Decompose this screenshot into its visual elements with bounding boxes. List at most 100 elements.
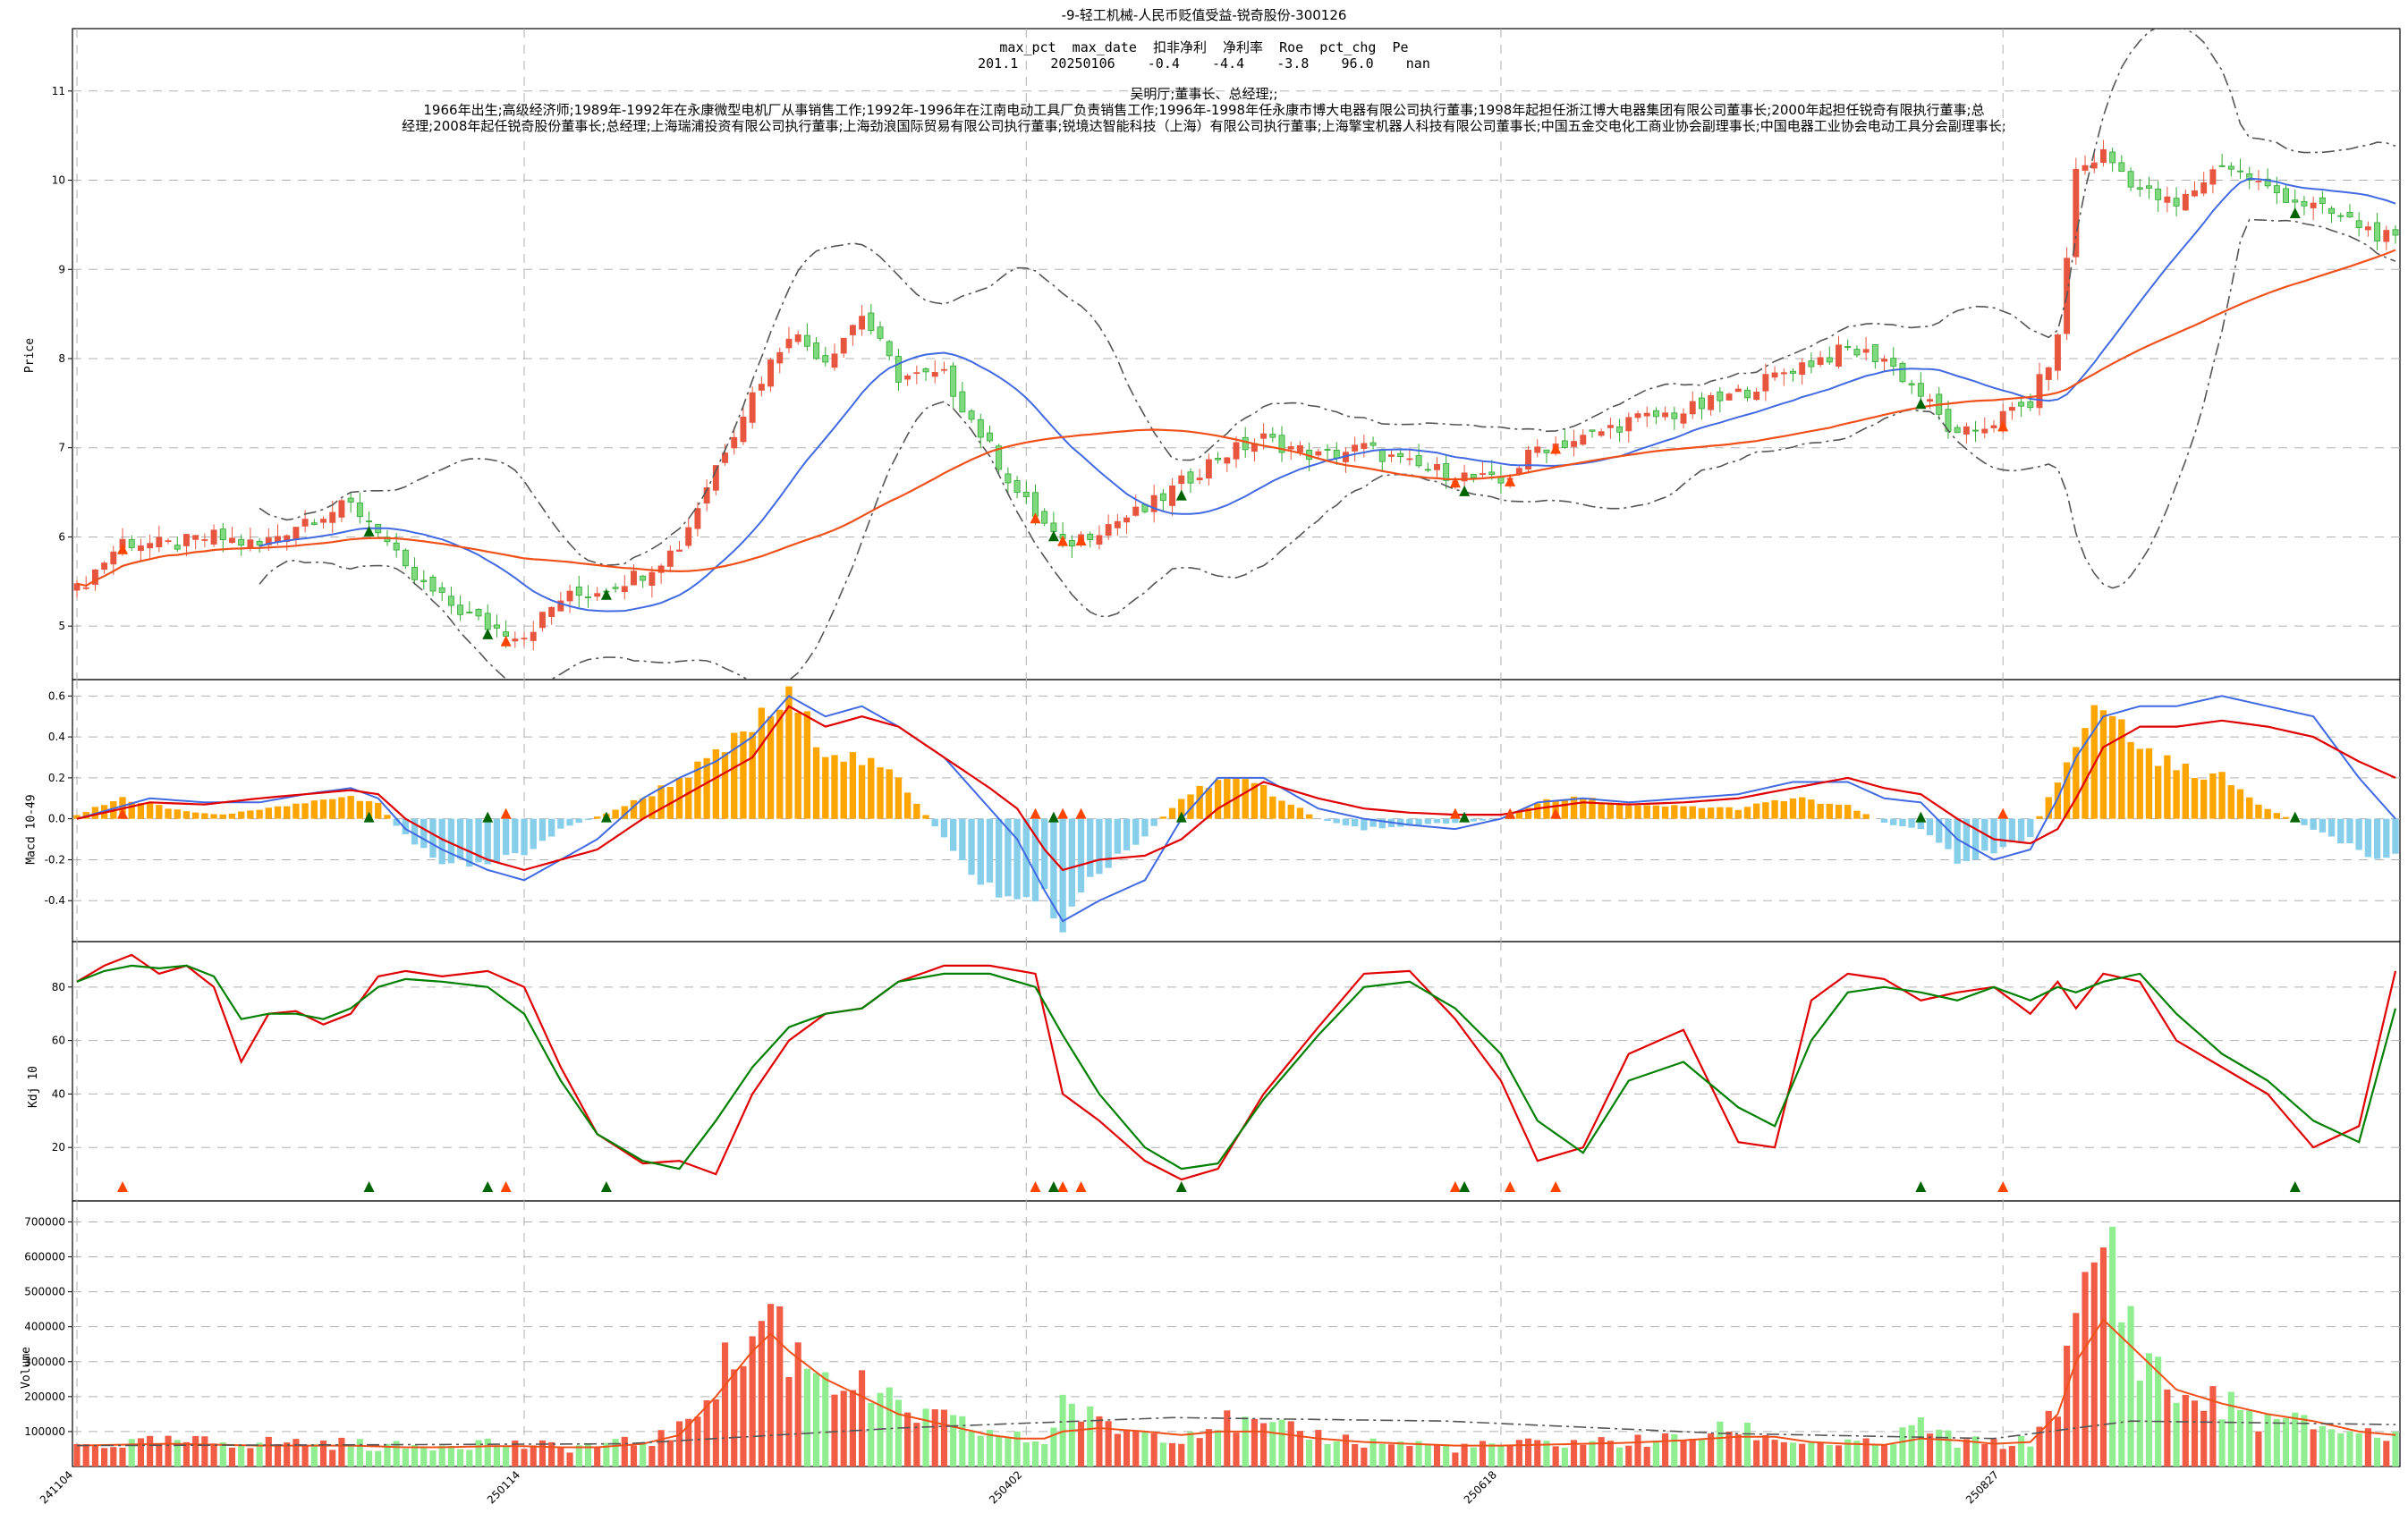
macd-hist-bar [1717, 807, 1724, 819]
macd-hist-bar [1752, 803, 1760, 819]
candle-body [2392, 229, 2399, 236]
volume-bar [438, 1445, 445, 1467]
macd-hist-bar [274, 806, 282, 819]
macd-hist-bar [721, 752, 729, 819]
volume-bar [101, 1448, 108, 1467]
volume-bar [1743, 1422, 1751, 1467]
y-tick-label: 80 [52, 981, 65, 993]
macd-buy-marker [1505, 807, 1516, 819]
candle-body [438, 587, 445, 593]
macd-hist-bar [182, 811, 191, 819]
chart-title: -9-轻工机械-人民币贬值受益-锐奇股份-300126 [1061, 7, 1347, 23]
macd-hist-bar [475, 818, 482, 863]
macd-hist-bar [1087, 818, 1094, 877]
macd-hist-bar [1534, 803, 1541, 819]
y-tick-label: 100000 [24, 1425, 65, 1438]
macd-hist-bar [402, 818, 410, 835]
volume-bar [1515, 1440, 1522, 1467]
macd-hist-bar [2155, 765, 2162, 819]
macd-hist-bar [1132, 818, 1140, 845]
volume-bar [156, 1444, 163, 1467]
macd-hist-bar [1862, 814, 1870, 819]
sell-marker [1175, 489, 1187, 501]
volume-bar [2173, 1402, 2180, 1467]
kdj-sell-marker [2289, 1181, 2301, 1192]
macd-hist-bar [2090, 705, 2098, 819]
macd-hist-bar [210, 814, 217, 819]
volume-bar [1352, 1443, 1359, 1467]
macd-hist-bar [338, 797, 345, 819]
candle-body [1799, 362, 1806, 376]
candle-body [2173, 198, 2180, 207]
buy-marker [1997, 420, 2009, 432]
y-tick-label: 10 [52, 174, 65, 187]
macd-hist-bar [1050, 818, 1057, 918]
macd-sell-marker [363, 811, 375, 823]
candle-body [931, 372, 938, 377]
volume-bar [2209, 1386, 2217, 1467]
candle-body [1853, 349, 1861, 356]
candle-body [813, 342, 820, 359]
candle-body [1480, 473, 1486, 475]
volume-bar [1196, 1438, 1203, 1467]
macd-hist-bar [740, 731, 747, 819]
macd-hist-bar [913, 803, 920, 819]
candle-body [1954, 427, 1961, 434]
macd-hist-bar [1725, 807, 1733, 819]
candle-body [1296, 444, 1303, 452]
volume-bar [2127, 1306, 2134, 1467]
volume-bar [1908, 1424, 1915, 1467]
candle-body [1598, 431, 1605, 436]
y-tick-label: 400000 [24, 1321, 65, 1333]
candle-body [1680, 413, 1687, 424]
macd-hist-bar [512, 818, 519, 854]
volume-bar [2054, 1416, 2061, 1467]
volume-bar [2383, 1441, 2390, 1467]
macd-hist-bar [438, 818, 445, 865]
volume-bar [2246, 1409, 2253, 1467]
macd-buy-marker [500, 807, 512, 819]
volume-bar [785, 1377, 793, 1467]
volume-bar [904, 1412, 911, 1467]
volume-bar [1342, 1434, 1350, 1467]
candle-body [731, 436, 738, 449]
y-tick-label: 0.0 [48, 813, 65, 825]
sell-marker [482, 628, 494, 639]
volume-bar [2008, 1446, 2015, 1467]
volume-bar [2346, 1431, 2353, 1467]
volume-bar [447, 1446, 454, 1467]
kdj-sell-marker [1459, 1181, 1471, 1192]
candle-body [2192, 190, 2198, 197]
volume-bar [338, 1437, 345, 1467]
candle-body [1005, 473, 1012, 484]
macd-hist-bar [794, 713, 801, 819]
macd-hist-bar [530, 818, 537, 849]
candle-body [849, 325, 856, 335]
volume-bar [1862, 1438, 1870, 1467]
volume-bar [2045, 1410, 2052, 1467]
volume-bar [1333, 1441, 1340, 1467]
candle-body [694, 508, 701, 529]
candle-body [987, 432, 993, 442]
volume-bar [512, 1440, 519, 1467]
macd-hist-bar [2182, 764, 2189, 819]
volume-bar [868, 1402, 875, 1467]
macd-hist-bar [812, 747, 820, 819]
volume-bar [2374, 1437, 2381, 1467]
volume-bar [931, 1409, 938, 1467]
candle-body [1461, 472, 1468, 482]
candle-body [1643, 412, 1650, 417]
volume-bar [2082, 1272, 2089, 1467]
candle-body [538, 612, 546, 629]
macd-hist-bar [2073, 747, 2080, 819]
candle-body [320, 519, 326, 523]
d-line [76, 964, 2397, 1171]
macd-hist-bar [1652, 805, 1660, 819]
candle-body [740, 416, 747, 443]
macd-hist-bar [310, 800, 318, 819]
volume-bar [1050, 1427, 1057, 1467]
volume-bar [521, 1449, 528, 1467]
volume-bar [2182, 1394, 2189, 1467]
macd-hist-bar [1433, 818, 1441, 824]
macd-sell-marker [1459, 811, 1471, 823]
